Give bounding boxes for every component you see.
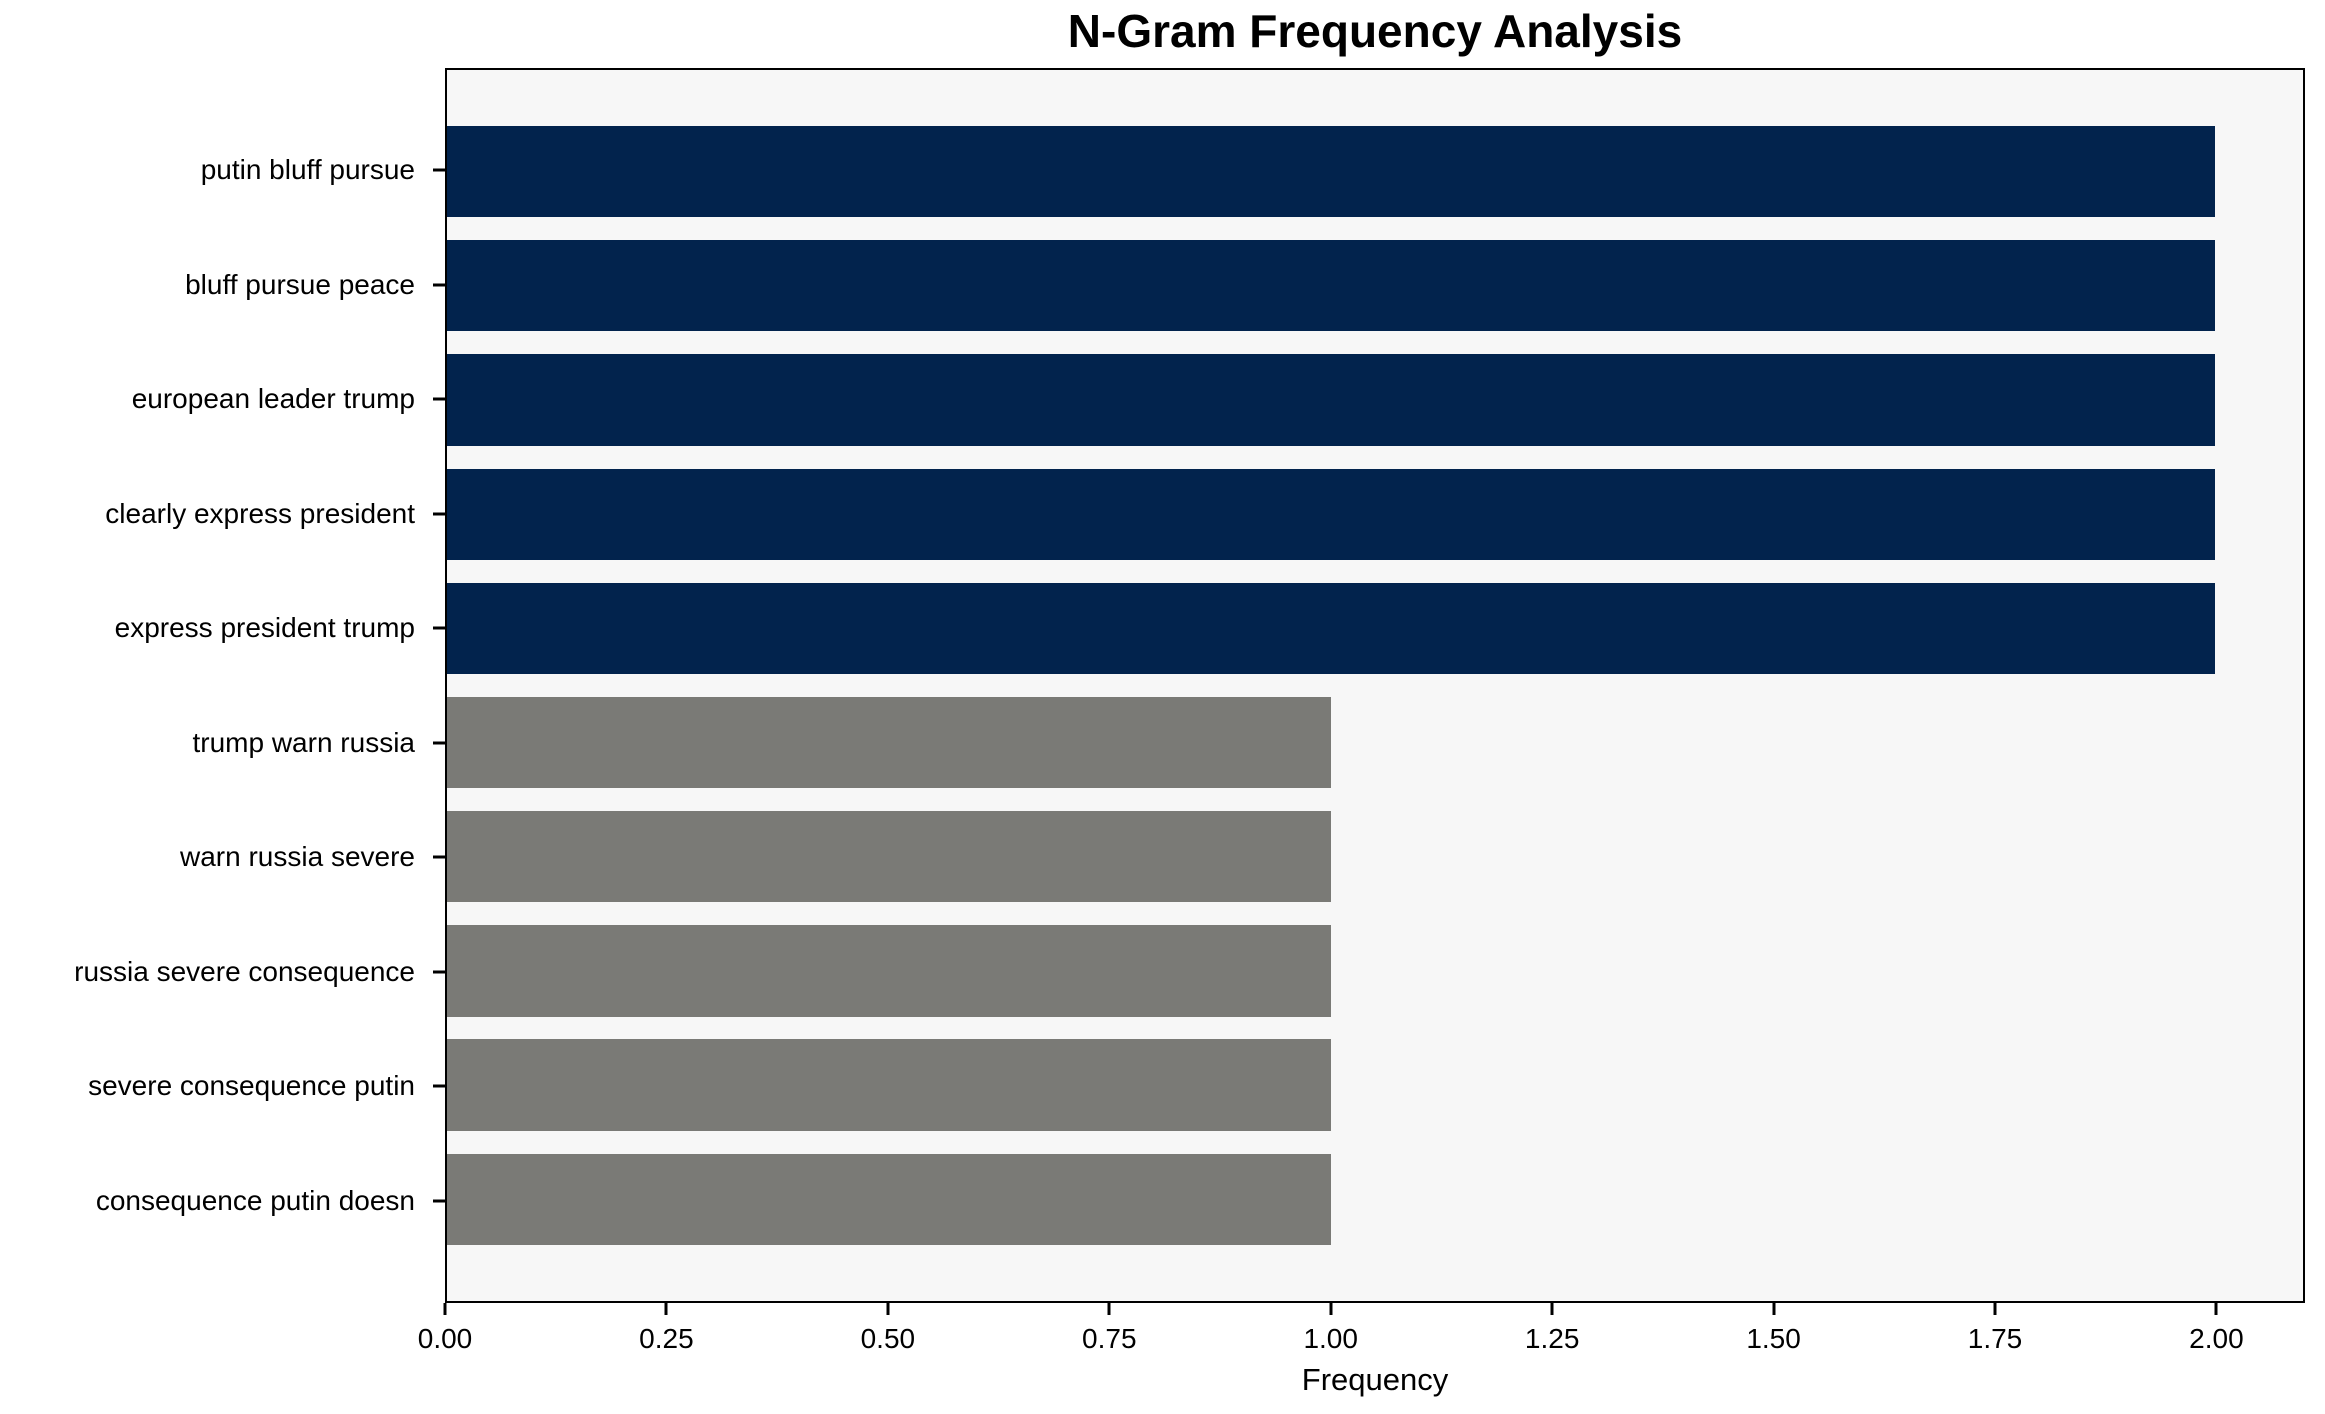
bar (447, 925, 1331, 1017)
y-tick-mark (433, 741, 445, 745)
x-axis: 0.00 0.25 0.50 0.75 1.00 1.25 1.50 1.75 2.00 (418, 1303, 2305, 1373)
y-tick-label: putin bluff pursue (200, 153, 415, 185)
x-tick-label: 2.00 (2189, 1323, 2244, 1354)
x-tick-mark (886, 1303, 890, 1315)
x-tick-label: 1.00 (1303, 1323, 1358, 1354)
x-tick-mark (1107, 1303, 1111, 1315)
y-tick-label: trump warn russia (192, 726, 415, 758)
bar (447, 1039, 1331, 1131)
x-tick-label: 1.50 (1746, 1323, 1801, 1354)
x-tick-mark (664, 1303, 668, 1315)
y-tick-mark (433, 855, 445, 859)
x-tick-mark (443, 1303, 447, 1315)
y-tick-mark (433, 626, 445, 630)
y-tick-label: european leader trump (131, 383, 415, 415)
y-tick-mark (433, 970, 445, 974)
x-tick-label: 0.00 (417, 1323, 473, 1354)
y-tick-label: severe consequence putin (88, 1070, 415, 1102)
bar (447, 240, 2215, 332)
bar (447, 125, 2215, 218)
bar (447, 582, 2215, 675)
x-tick-mark (1550, 1303, 1554, 1315)
x-tick-label: 0.25 (639, 1323, 694, 1354)
chart-title: N-Gram Frequency Analysis (1067, 5, 1683, 57)
y-tick-mark (433, 1199, 445, 1203)
y-tick-mark (433, 168, 445, 172)
y-tick-mark (433, 1084, 445, 1088)
x-tick-mark (1772, 1303, 1776, 1315)
bar (447, 696, 1331, 789)
y-tick-label: clearly express president (105, 497, 415, 529)
y-tick-mark (433, 397, 445, 401)
x-axis-title: Frequency (1301, 1362, 1449, 1397)
x-tick-label: 0.75 (1082, 1323, 1137, 1354)
y-tick-label: consequence putin doesn (95, 1185, 415, 1217)
bar (447, 468, 2215, 560)
bar (447, 354, 2215, 446)
y-tick-mark (433, 283, 445, 287)
y-tick-label: warn russia severe (180, 841, 415, 873)
plot-area (445, 68, 2305, 1303)
y-tick-label: bluff pursue peace (185, 268, 415, 300)
x-tick-label: 1.75 (1967, 1323, 2023, 1354)
x-tick-label: 0.50 (860, 1323, 916, 1354)
x-tick-label: 1.25 (1524, 1323, 1580, 1354)
y-tick-label: russia severe consequence (74, 955, 415, 987)
x-tick-mark (1329, 1303, 1333, 1315)
x-tick-mark (2214, 1303, 2218, 1315)
y-axis: putin bluff pursue bluff pursue peace euro… (0, 68, 445, 1303)
y-tick-label: express president trump (114, 612, 415, 644)
y-tick-mark (433, 512, 445, 516)
x-tick-mark (1993, 1303, 1997, 1315)
bar (447, 811, 1331, 903)
bar (447, 1153, 1331, 1246)
